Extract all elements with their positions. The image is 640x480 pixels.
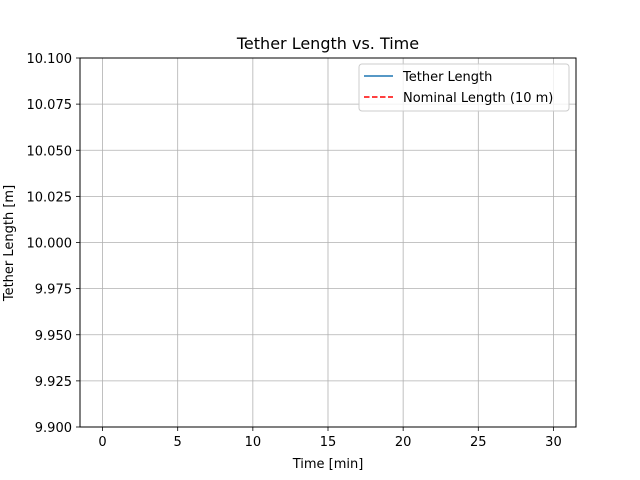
y-tick-label: 9.950	[35, 329, 72, 344]
y-tick-label: 9.975	[35, 283, 72, 298]
x-tick-label: 15	[320, 435, 337, 450]
y-tick-label: 10.075	[27, 98, 73, 113]
y-tick-label: 10.050	[27, 144, 73, 159]
y-tick-label: 9.925	[35, 375, 72, 390]
x-tick-label: 0	[98, 435, 106, 450]
x-tick-label: 10	[245, 435, 262, 450]
chart-title: Tether Length vs. Time	[236, 34, 419, 53]
legend-label-tether-length: Tether Length	[402, 70, 492, 85]
x-tick-label: 5	[174, 435, 182, 450]
legend-label-nominal-length: Nominal Length (10 m)	[403, 91, 553, 106]
legend-box	[358, 63, 570, 112]
x-tick-label: 20	[395, 435, 412, 450]
x-axis-ticks: 0 5 10 15 20 25 30	[98, 427, 562, 450]
y-tick-label: 10.025	[27, 190, 73, 205]
x-axis-label: Time [min]	[292, 457, 364, 472]
y-tick-label: 10.000	[27, 237, 73, 252]
y-tick-label: 9.900	[35, 421, 72, 436]
x-tick-label: 30	[545, 435, 562, 450]
y-axis-label: Tether Length [m]	[2, 185, 17, 302]
y-axis-ticks: 9.900 9.925 9.950 9.975 10.000 10.025 10.050 10…	[27, 52, 80, 436]
legend: Tether Length Nominal Length (10 m)	[358, 63, 570, 112]
y-tick-label: 10.100	[27, 52, 73, 67]
x-tick-label: 25	[470, 435, 487, 450]
